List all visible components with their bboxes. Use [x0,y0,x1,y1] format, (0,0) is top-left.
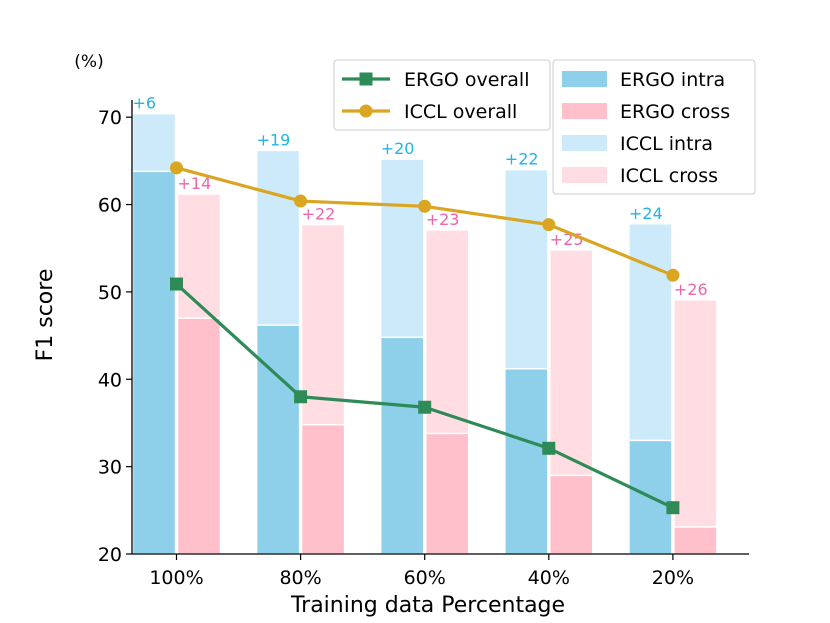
x-tick-label: 20% [652,567,694,589]
line-ergo-overall [175,282,674,510]
legend-marker-ergo-overall [359,72,373,86]
marker-ergo-overall [666,501,680,515]
legend-swatch-iccl-cross [562,167,607,183]
axes: 20 30 40 50 60 70 100% 80% 60% 40% 20% Training d… [33,52,749,618]
y-tick-label: 60 [98,195,122,217]
marker-ergo-overall [170,277,183,291]
legend-swatch-iccl-intra [562,135,607,151]
y-tick-label: 70 [98,107,122,129]
marker-ergo-overall [294,390,308,404]
marker-iccl-overall [542,218,556,232]
bar-ergo-cross [424,432,470,555]
gain-label-intra: +24 [629,204,663,223]
y-unit-label: (%) [74,52,103,72]
legend-label-ergo-intra: ERGO intra [620,69,725,91]
legend-swatch-ergo-intra [562,71,607,87]
y-ticks: 20 30 40 50 60 70 [98,107,132,566]
gain-label-intra: +20 [381,139,415,158]
marker-iccl-overall [294,194,308,208]
x-tick-label: 80% [279,567,321,589]
legend-label-ergo-overall: ERGO overall [404,69,530,91]
gain-label-intra: +6 [133,94,157,113]
bar-ergo-cross [673,526,718,555]
legend-label-ergo-cross: ERGO cross [620,101,730,123]
line-layer [170,161,680,515]
bar-iccl-cross [673,299,718,555]
gain-label-cross: +26 [674,280,708,299]
legend-label-iccl-cross: ICCL cross [620,165,718,187]
y-axis-title: F1 score [33,269,58,362]
marker-iccl-overall [666,268,680,282]
bar-ergo-cross [176,317,222,555]
x-axis-title: Training data Percentage [290,593,565,618]
x-tick-label: 40% [528,567,570,589]
legend-marker-iccl-overall [359,104,373,118]
legend-bar-series: ERGO intra ERGO cross ICCL intra ICCL cross [552,59,756,195]
legend-label-iccl-intra: ICCL intra [620,133,713,155]
bar-ergo-cross [300,423,346,555]
bar-ergo-intra [379,336,425,555]
legend-label-iccl-overall: ICCL overall [404,101,517,123]
marker-iccl-overall [418,199,432,213]
gain-label-layer: +6+19 +20+22+24+14+22 +23+25+26 [133,94,708,299]
marker-ergo-overall [542,441,556,455]
bar-ergo-intra [131,170,177,555]
legend-line-series: ERGO overall ICCL overall [333,59,551,131]
gain-label-intra: +22 [505,150,539,169]
y-tick-label: 30 [98,457,122,479]
bar-ergo-intra [504,368,549,555]
bar-layer [131,112,718,555]
y-tick-label: 20 [98,544,122,566]
gain-label-cross: +22 [302,205,336,224]
gain-label-cross: +23 [426,210,460,229]
gain-label-cross: +14 [178,174,212,193]
x-tick-label: 60% [404,567,446,589]
legend-swatch-ergo-cross [562,103,607,119]
x-ticks: 100% 80% 60% 40% 20% [149,554,694,589]
bar-ergo-cross [549,474,594,555]
y-tick-label: 40 [98,369,122,391]
marker-ergo-overall [418,400,432,414]
gain-label-intra: +19 [257,130,291,149]
bar-ergo-intra [255,324,301,555]
legend-bar-box [552,59,756,195]
y-tick-label: 50 [98,282,122,304]
x-tick-label: 100% [149,567,203,589]
marker-iccl-overall [170,161,183,175]
